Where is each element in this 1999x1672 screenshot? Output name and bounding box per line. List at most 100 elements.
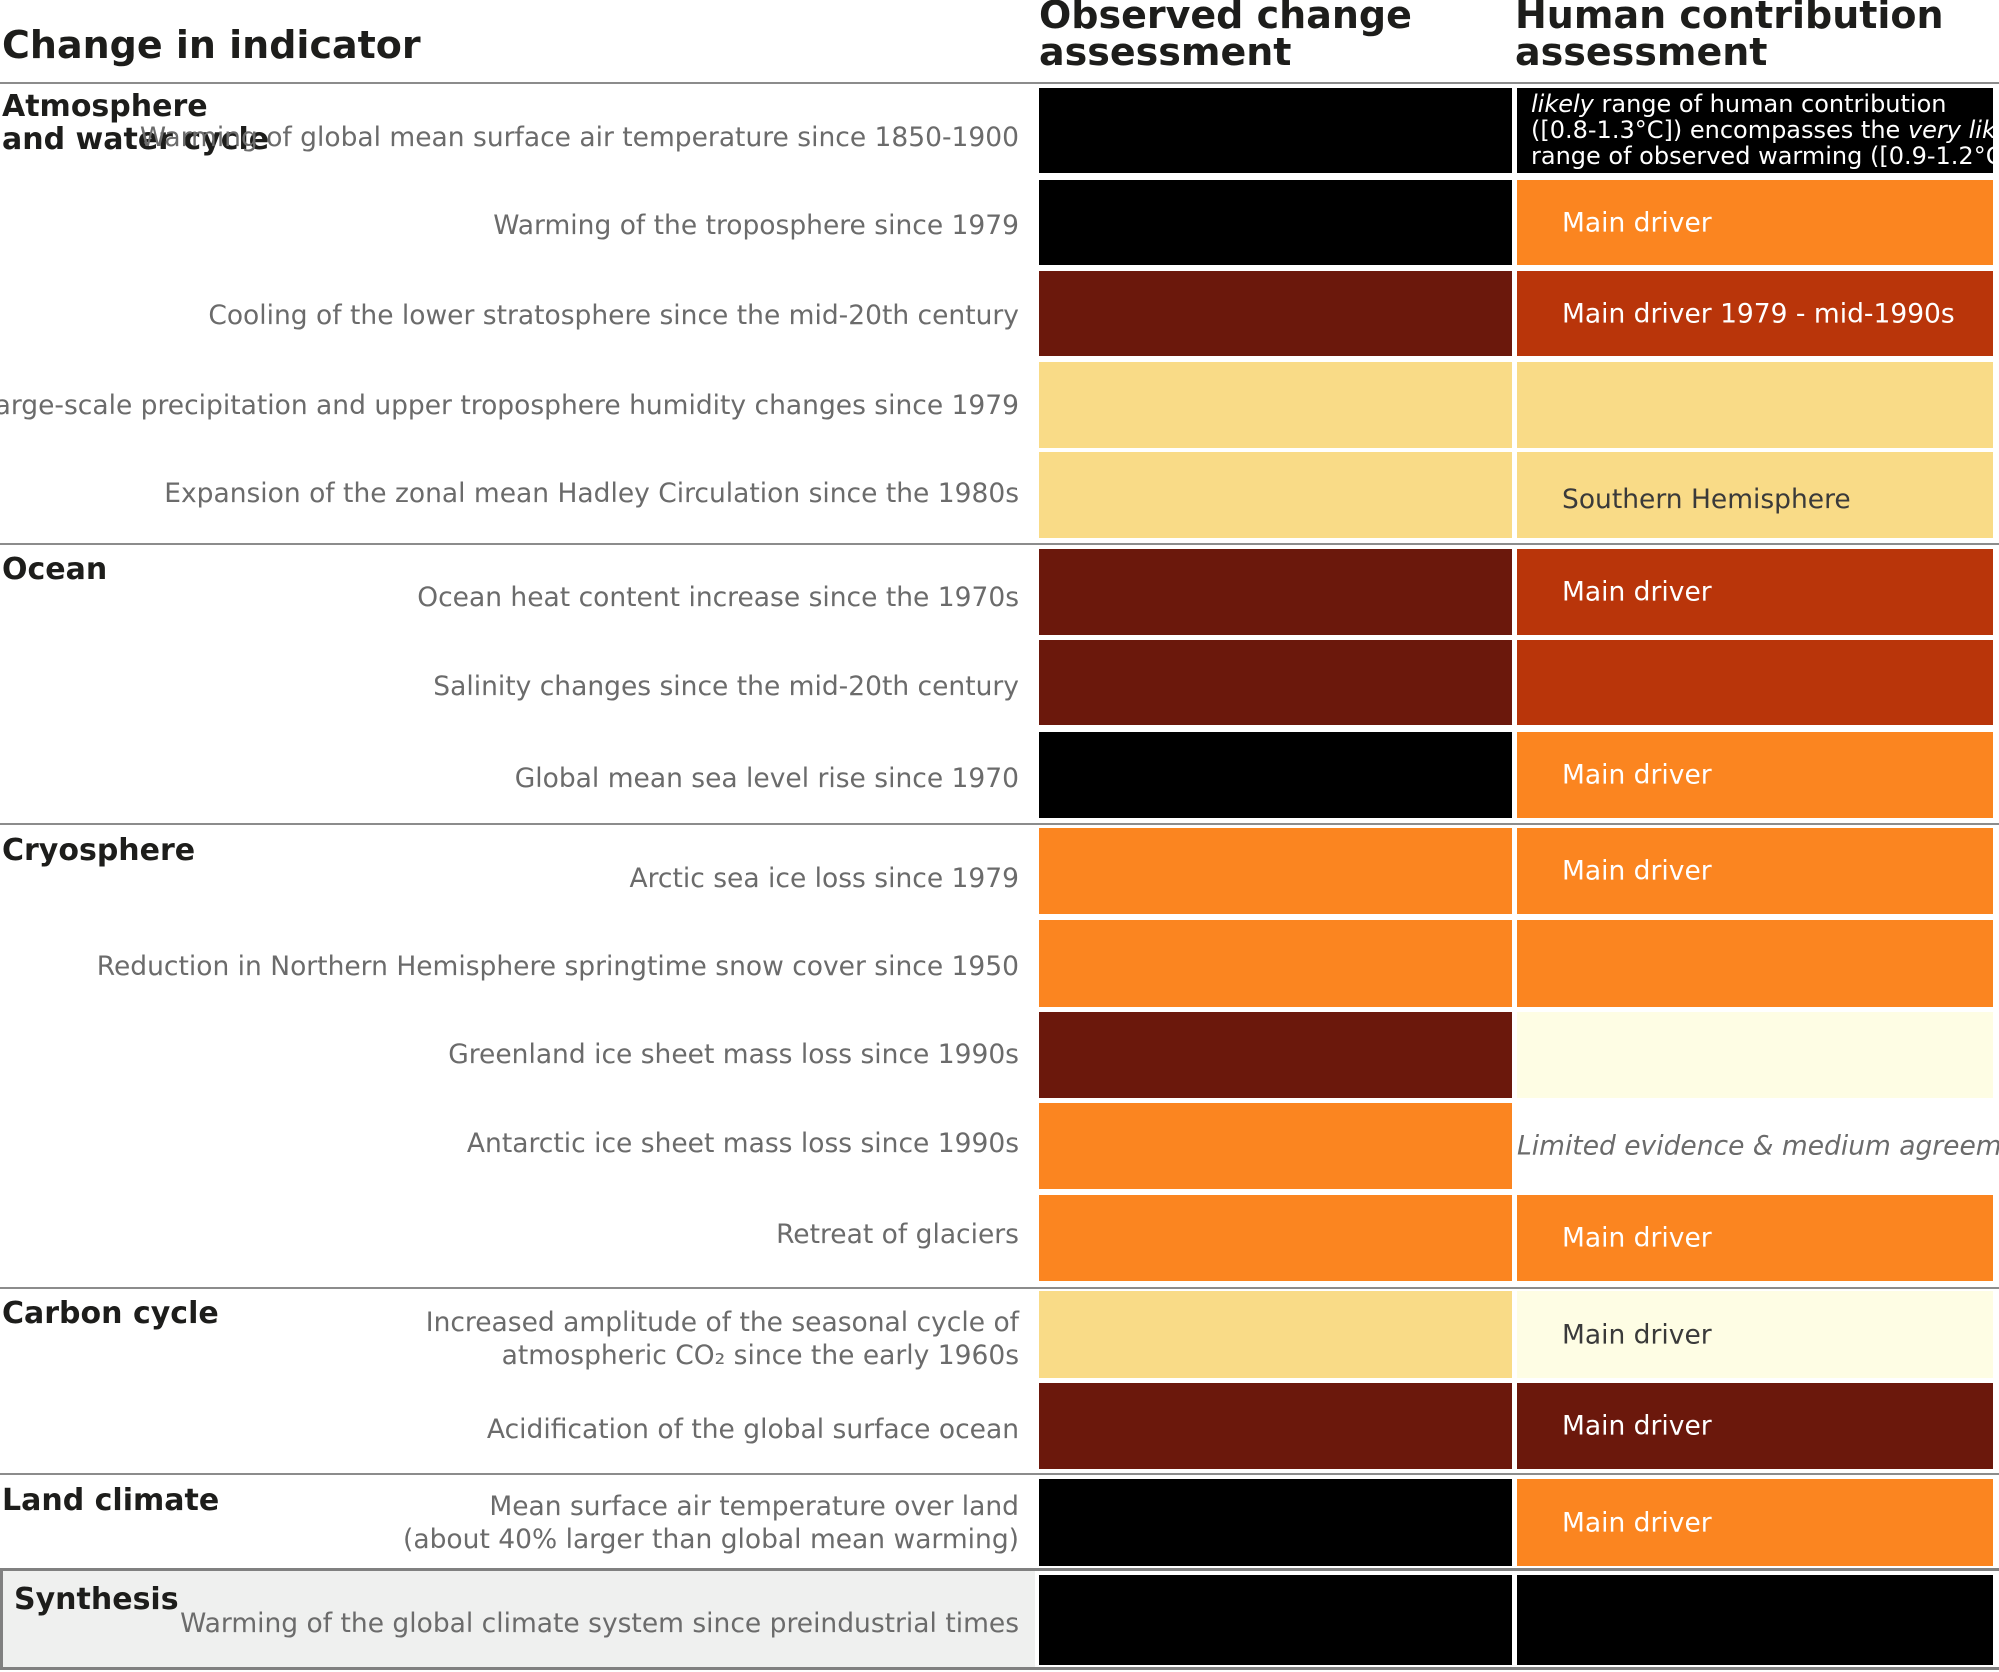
text-line: Salinity changes since the mid-20th cent… [433, 670, 1019, 702]
human-contribution-cell [1517, 920, 1993, 1007]
human-contribution-cell: Main driver [1517, 1291, 1993, 1378]
category-cryosphere: Cryosphere [2, 833, 196, 868]
human-contribution-cell [1517, 640, 1993, 725]
human-contribution-label: Main driver [1562, 1319, 1712, 1350]
text-line: Warming of the global climate system sin… [180, 1607, 1019, 1639]
text-line: Large-scale precipitation and upper trop… [0, 389, 1019, 421]
category-synthesis: Synthesis [14, 1582, 179, 1617]
human-contribution-cell: Main driver [1517, 1383, 1993, 1469]
observed-change-cell [1039, 1479, 1512, 1566]
indicator-label: Mean surface air temperature over land (a… [403, 1490, 1019, 1556]
observed-change-cell [1039, 1291, 1512, 1378]
indicator-label: Ocean heat content increase since the 19… [417, 581, 1019, 614]
text-line: Warming of the troposphere since 1979 [493, 209, 1019, 241]
human-contribution-label: Main driver [1562, 576, 1712, 608]
human-contribution-label: Main driver [1562, 855, 1712, 887]
text-line: Antarctic ice sheet mass loss since 1990… [466, 1127, 1019, 1159]
indicator-label: Antarctic ice sheet mass loss since 1990… [467, 1127, 1019, 1160]
synthesis-top-rule [1035, 1568, 1999, 1571]
human-contribution-cell: Main driver [1517, 828, 1993, 914]
observed-change-cell [1039, 828, 1512, 914]
observed-change-cell [1039, 1103, 1512, 1189]
emphasis-likely: likely [1531, 90, 1594, 118]
indicator-label: Expansion of the zonal mean Hadley Circu… [164, 477, 1019, 510]
human-contribution-cell: Main driver [1517, 180, 1993, 265]
human-contribution-cell [1517, 1575, 1993, 1665]
observed-change-cell [1039, 1012, 1512, 1098]
indicator-label: Greenland ice sheet mass loss since 1990… [448, 1038, 1019, 1071]
human-contribution-cell [1517, 362, 1993, 448]
human-contribution-cell: Main driver [1517, 1479, 1993, 1566]
emphasis-very-likely: very likely [1907, 116, 1999, 144]
human-contribution-cell: Main driver 1979 - mid-1990s [1517, 271, 1993, 356]
human-contribution-cell: Main driver [1517, 732, 1993, 818]
category-carbon-cycle: Carbon cycle [2, 1296, 219, 1331]
indicator-label: Global mean sea level rise since 1970 [515, 762, 1019, 795]
text-line: range of observed warming ([0.9-1.2°C]) [1531, 142, 1999, 170]
observed-change-cell [1039, 362, 1512, 448]
human-contribution-cell: likely range of human contribution ([0.8-… [1517, 88, 1999, 173]
text-line: Reduction in Northern Hemisphere springt… [96, 950, 1019, 982]
human-contribution-label: Main driver 1979 - mid-1990s [1562, 298, 1955, 329]
text-line: Warming of global mean surface air tempe… [139, 121, 1019, 153]
synthesis-panel [0, 1568, 1035, 1670]
human-contribution-label: Southern Hemisphere [1562, 484, 1851, 516]
indicator-label: Salinity changes since the mid-20th cent… [433, 670, 1019, 703]
human-contribution-cell [1517, 1012, 1993, 1098]
observed-change-cell [1039, 271, 1512, 356]
text-line: atmospheric CO₂ since the early 1960s [501, 1340, 1019, 1371]
observed-change-cell [1039, 180, 1512, 265]
observed-change-cell [1039, 549, 1512, 635]
human-contribution-label: Main driver [1562, 1507, 1712, 1538]
observed-change-cell [1039, 640, 1512, 725]
header-observed-change-assessment: Observed change assessment [1039, 0, 1412, 74]
indicator-label: Warming of global mean surface air tempe… [140, 121, 1019, 154]
observed-change-cell [1039, 920, 1512, 1007]
indicator-label: Large-scale precipitation and upper trop… [0, 389, 1019, 422]
text-line: Ocean heat content increase since the 19… [417, 581, 1019, 613]
indicator-label: Acidification of the global surface ocea… [487, 1413, 1019, 1446]
observed-change-cell [1039, 1383, 1512, 1469]
human-contribution-label: Main driver [1562, 207, 1712, 238]
human-contribution-cell: Southern Hemisphere [1517, 452, 1993, 538]
text-line: Global mean sea level rise since 1970 [514, 762, 1019, 794]
section-divider-ocean [0, 543, 1999, 545]
human-contribution-label: Main driver [1562, 759, 1712, 791]
text-line: likely range of human contribution [1531, 90, 1947, 118]
text-line: Cooling of the lower stratosphere since … [208, 299, 1019, 331]
human-contribution-cell: Limited evidence & medium agreement [1517, 1103, 1999, 1189]
text-line: Retreat of glaciers [776, 1218, 1019, 1250]
text-line: Arctic sea ice loss since 1979 [629, 862, 1019, 894]
observed-change-cell [1039, 452, 1512, 538]
text-line: Increased amplitude of the seasonal cycl… [425, 1307, 1019, 1338]
indicator-label: Warming of the troposphere since 1979 [493, 209, 1019, 242]
synthesis-bottom-rule [1035, 1667, 1999, 1670]
section-divider-land-climate [0, 1473, 1999, 1475]
indicator-label: Increased amplitude of the seasonal cycl… [426, 1306, 1019, 1372]
indicator-label: Reduction in Northern Hemisphere springt… [97, 950, 1019, 983]
header-change-in-indicator: Change in indicator [2, 23, 421, 67]
text-line: Acidification of the global surface ocea… [486, 1413, 1019, 1445]
human-contribution-note: likely range of human contribution ([0.8-… [1531, 90, 1999, 170]
text-line: Mean surface air temperature over land [489, 1491, 1019, 1522]
indicator-label: Retreat of glaciers [776, 1218, 1019, 1251]
human-contribution-label: Main driver [1562, 1222, 1712, 1254]
header-divider [0, 82, 1999, 84]
section-divider-cryosphere [0, 823, 1999, 825]
observed-change-cell [1039, 88, 1512, 173]
indicator-label: Warming of the global climate system sin… [180, 1607, 1019, 1640]
indicator-label: Arctic sea ice loss since 1979 [629, 862, 1019, 895]
text-line: (about 40% larger than global mean warmi… [403, 1524, 1019, 1555]
human-contribution-cell: Main driver [1517, 549, 1993, 635]
text-line: Expansion of the zonal mean Hadley Circu… [164, 477, 1019, 509]
observed-change-cell [1039, 732, 1512, 818]
human-contribution-label: Limited evidence & medium agreement [1517, 1130, 1999, 1162]
human-contribution-cell: Main driver [1517, 1195, 1993, 1281]
category-ocean: Ocean [2, 552, 108, 587]
indicator-label: Cooling of the lower stratosphere since … [208, 299, 1019, 332]
human-contribution-label: Main driver [1562, 1410, 1712, 1442]
observed-change-cell [1039, 1195, 1512, 1281]
text-line: Greenland ice sheet mass loss since 1990… [448, 1038, 1019, 1070]
section-divider-carbon-cycle [0, 1287, 1999, 1289]
